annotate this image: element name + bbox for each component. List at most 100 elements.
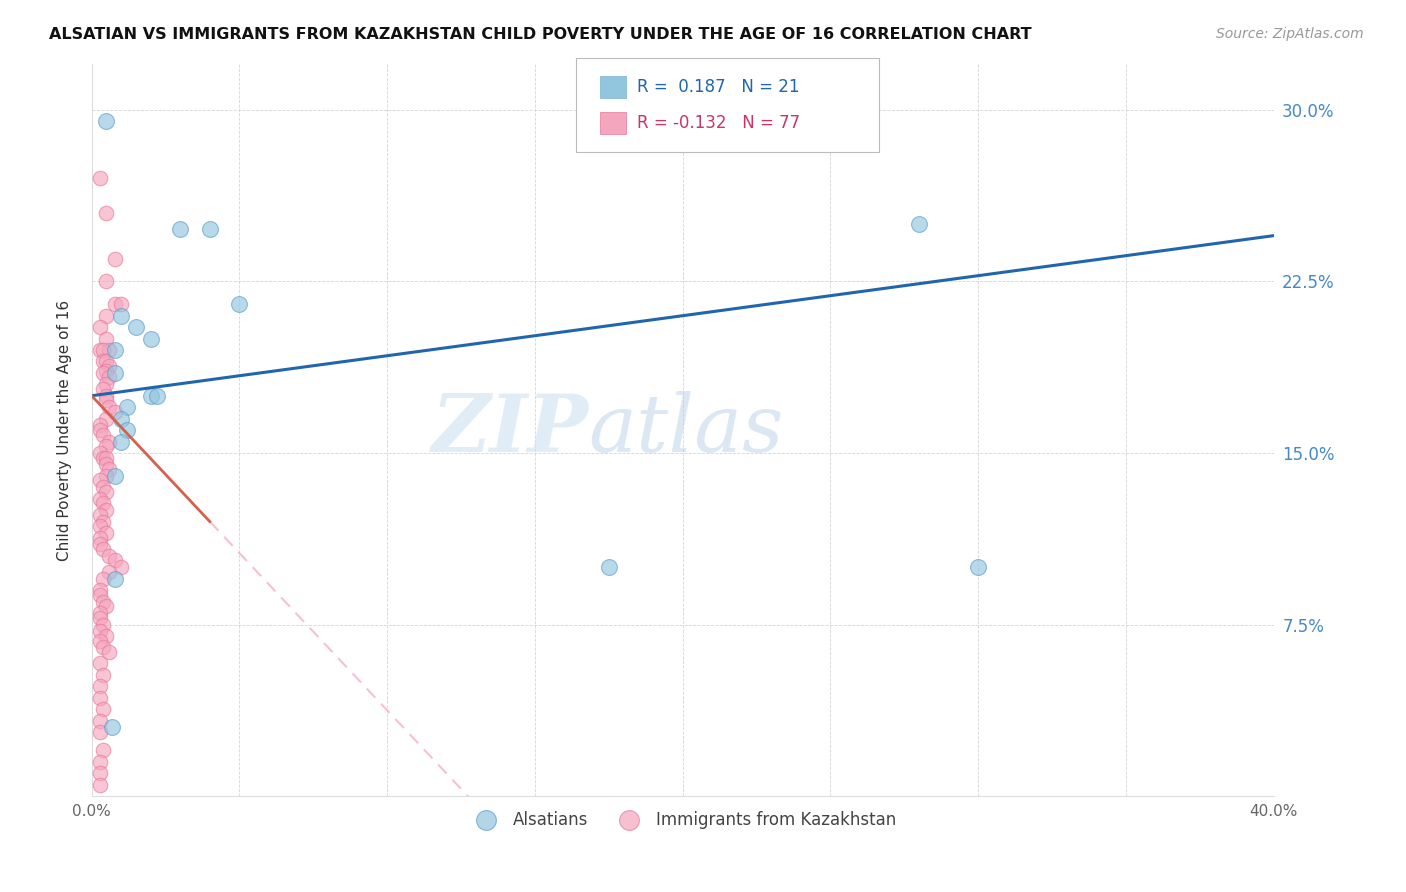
Point [93, 427, 115, 442]
Point [89, 725, 111, 739]
Point [101, 721, 124, 735]
Legend: Alsatians, Immigrants from Kazakhstan: Alsatians, Immigrants from Kazakhstan [463, 804, 903, 835]
Point [98, 565, 121, 579]
Point [89, 610, 111, 624]
Point [98, 549, 121, 563]
Point [104, 252, 127, 266]
Point [96, 114, 118, 128]
Point [93, 354, 115, 368]
Point [96, 458, 118, 472]
Point [93, 640, 115, 655]
Point [96, 468, 118, 483]
Point [104, 297, 127, 311]
Point [93, 542, 115, 557]
Point [115, 423, 138, 437]
Point [98, 343, 121, 357]
Text: R = -0.132   N = 77: R = -0.132 N = 77 [637, 113, 800, 132]
Point [93, 382, 115, 396]
Point [89, 531, 111, 545]
Point [89, 423, 111, 437]
Point [598, 560, 620, 574]
Point [89, 508, 111, 522]
Point [96, 439, 118, 453]
Point [96, 599, 118, 614]
Point [96, 484, 118, 499]
Point [89, 519, 111, 533]
Point [96, 526, 118, 541]
Point [104, 553, 127, 567]
Point [98, 359, 121, 373]
Point [96, 393, 118, 408]
Point [104, 572, 127, 586]
Point [96, 411, 118, 425]
Text: R =  0.187   N = 21: R = 0.187 N = 21 [637, 78, 800, 96]
Point [89, 171, 111, 186]
Point [96, 377, 118, 392]
Point [96, 354, 118, 368]
Point [93, 496, 115, 510]
Point [967, 560, 990, 574]
Text: ALSATIAN VS IMMIGRANTS FROM KAZAKHSTAN CHILD POVERTY UNDER THE AGE OF 16 CORRELA: ALSATIAN VS IMMIGRANTS FROM KAZAKHSTAN C… [49, 27, 1032, 42]
Point [93, 617, 115, 632]
Point [89, 755, 111, 769]
Point [908, 217, 931, 231]
Point [89, 491, 111, 506]
Point [89, 633, 111, 648]
Point [145, 389, 167, 403]
Point [89, 778, 111, 792]
Point [93, 594, 115, 608]
Point [98, 370, 121, 384]
Point [96, 274, 118, 288]
Point [96, 332, 118, 346]
Point [98, 434, 121, 449]
Point [198, 221, 221, 235]
Point [89, 583, 111, 598]
Point [125, 320, 148, 334]
Point [89, 343, 111, 357]
Point [96, 309, 118, 323]
Point [96, 629, 118, 643]
Point [96, 206, 118, 220]
Point [89, 690, 111, 705]
Point [89, 657, 111, 671]
Point [89, 714, 111, 728]
Point [93, 743, 115, 757]
Point [96, 450, 118, 465]
Point [89, 679, 111, 693]
Point [96, 389, 118, 403]
Point [110, 297, 132, 311]
Point [93, 480, 115, 494]
Text: ZIP: ZIP [432, 392, 588, 469]
Point [139, 389, 162, 403]
Point [104, 468, 127, 483]
Point [104, 366, 127, 380]
Point [98, 401, 121, 415]
Point [89, 446, 111, 460]
Point [89, 766, 111, 780]
Point [89, 320, 111, 334]
Text: atlas: atlas [588, 392, 783, 469]
Point [104, 343, 127, 357]
Point [89, 537, 111, 551]
Text: Source: ZipAtlas.com: Source: ZipAtlas.com [1216, 27, 1364, 41]
Point [110, 309, 132, 323]
Point [139, 332, 162, 346]
Point [110, 560, 132, 574]
Point [98, 462, 121, 476]
Point [93, 668, 115, 682]
Point [104, 405, 127, 419]
Point [93, 343, 115, 357]
Point [89, 624, 111, 639]
Point [228, 297, 250, 311]
Point [110, 434, 132, 449]
Point [89, 588, 111, 602]
Point [169, 221, 191, 235]
Point [93, 572, 115, 586]
Point [89, 606, 111, 620]
Point [89, 418, 111, 433]
Point [96, 503, 118, 517]
Point [93, 702, 115, 716]
Point [93, 366, 115, 380]
Point [89, 474, 111, 488]
Point [93, 515, 115, 529]
